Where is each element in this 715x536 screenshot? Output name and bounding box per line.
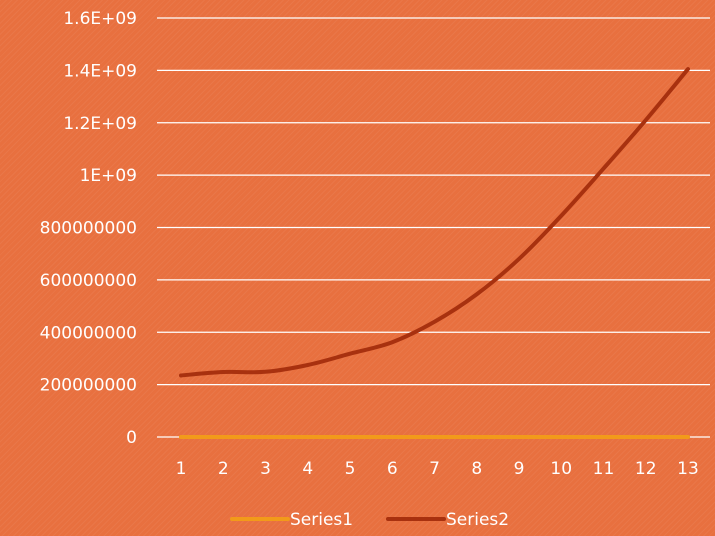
x-tick-label: 9 xyxy=(514,459,525,479)
y-tick-label: 1E+09 xyxy=(80,166,137,186)
y-tick-label: 800000000 xyxy=(40,219,137,239)
x-tick-label: 2 xyxy=(218,459,229,479)
series-line-series2 xyxy=(179,67,690,378)
y-tick-label: 1.6E+09 xyxy=(63,9,137,29)
y-tick-label: 400000000 xyxy=(40,323,137,343)
x-tick-label: 11 xyxy=(593,459,615,479)
legend-label: Series2 xyxy=(446,510,509,530)
x-tick-label: 6 xyxy=(387,459,398,479)
x-tick-label: 4 xyxy=(302,459,313,479)
x-tick-label: 8 xyxy=(471,459,482,479)
y-tick-label: 200000000 xyxy=(40,376,137,396)
y-tick-label: 1.4E+09 xyxy=(63,61,137,81)
y-tick-label: 0 xyxy=(126,428,137,448)
x-tick-label: 3 xyxy=(260,459,271,479)
y-tick-label: 1.2E+09 xyxy=(63,114,137,134)
x-tick-label: 10 xyxy=(550,459,572,479)
x-tick-label: 1 xyxy=(176,459,187,479)
x-tick-label: 7 xyxy=(429,459,440,479)
x-tick-label: 13 xyxy=(677,459,699,479)
legend-label: Series1 xyxy=(290,510,353,530)
y-tick-label: 600000000 xyxy=(40,271,137,291)
x-tick-label: 5 xyxy=(345,459,356,479)
x-tick-label: 12 xyxy=(635,459,657,479)
